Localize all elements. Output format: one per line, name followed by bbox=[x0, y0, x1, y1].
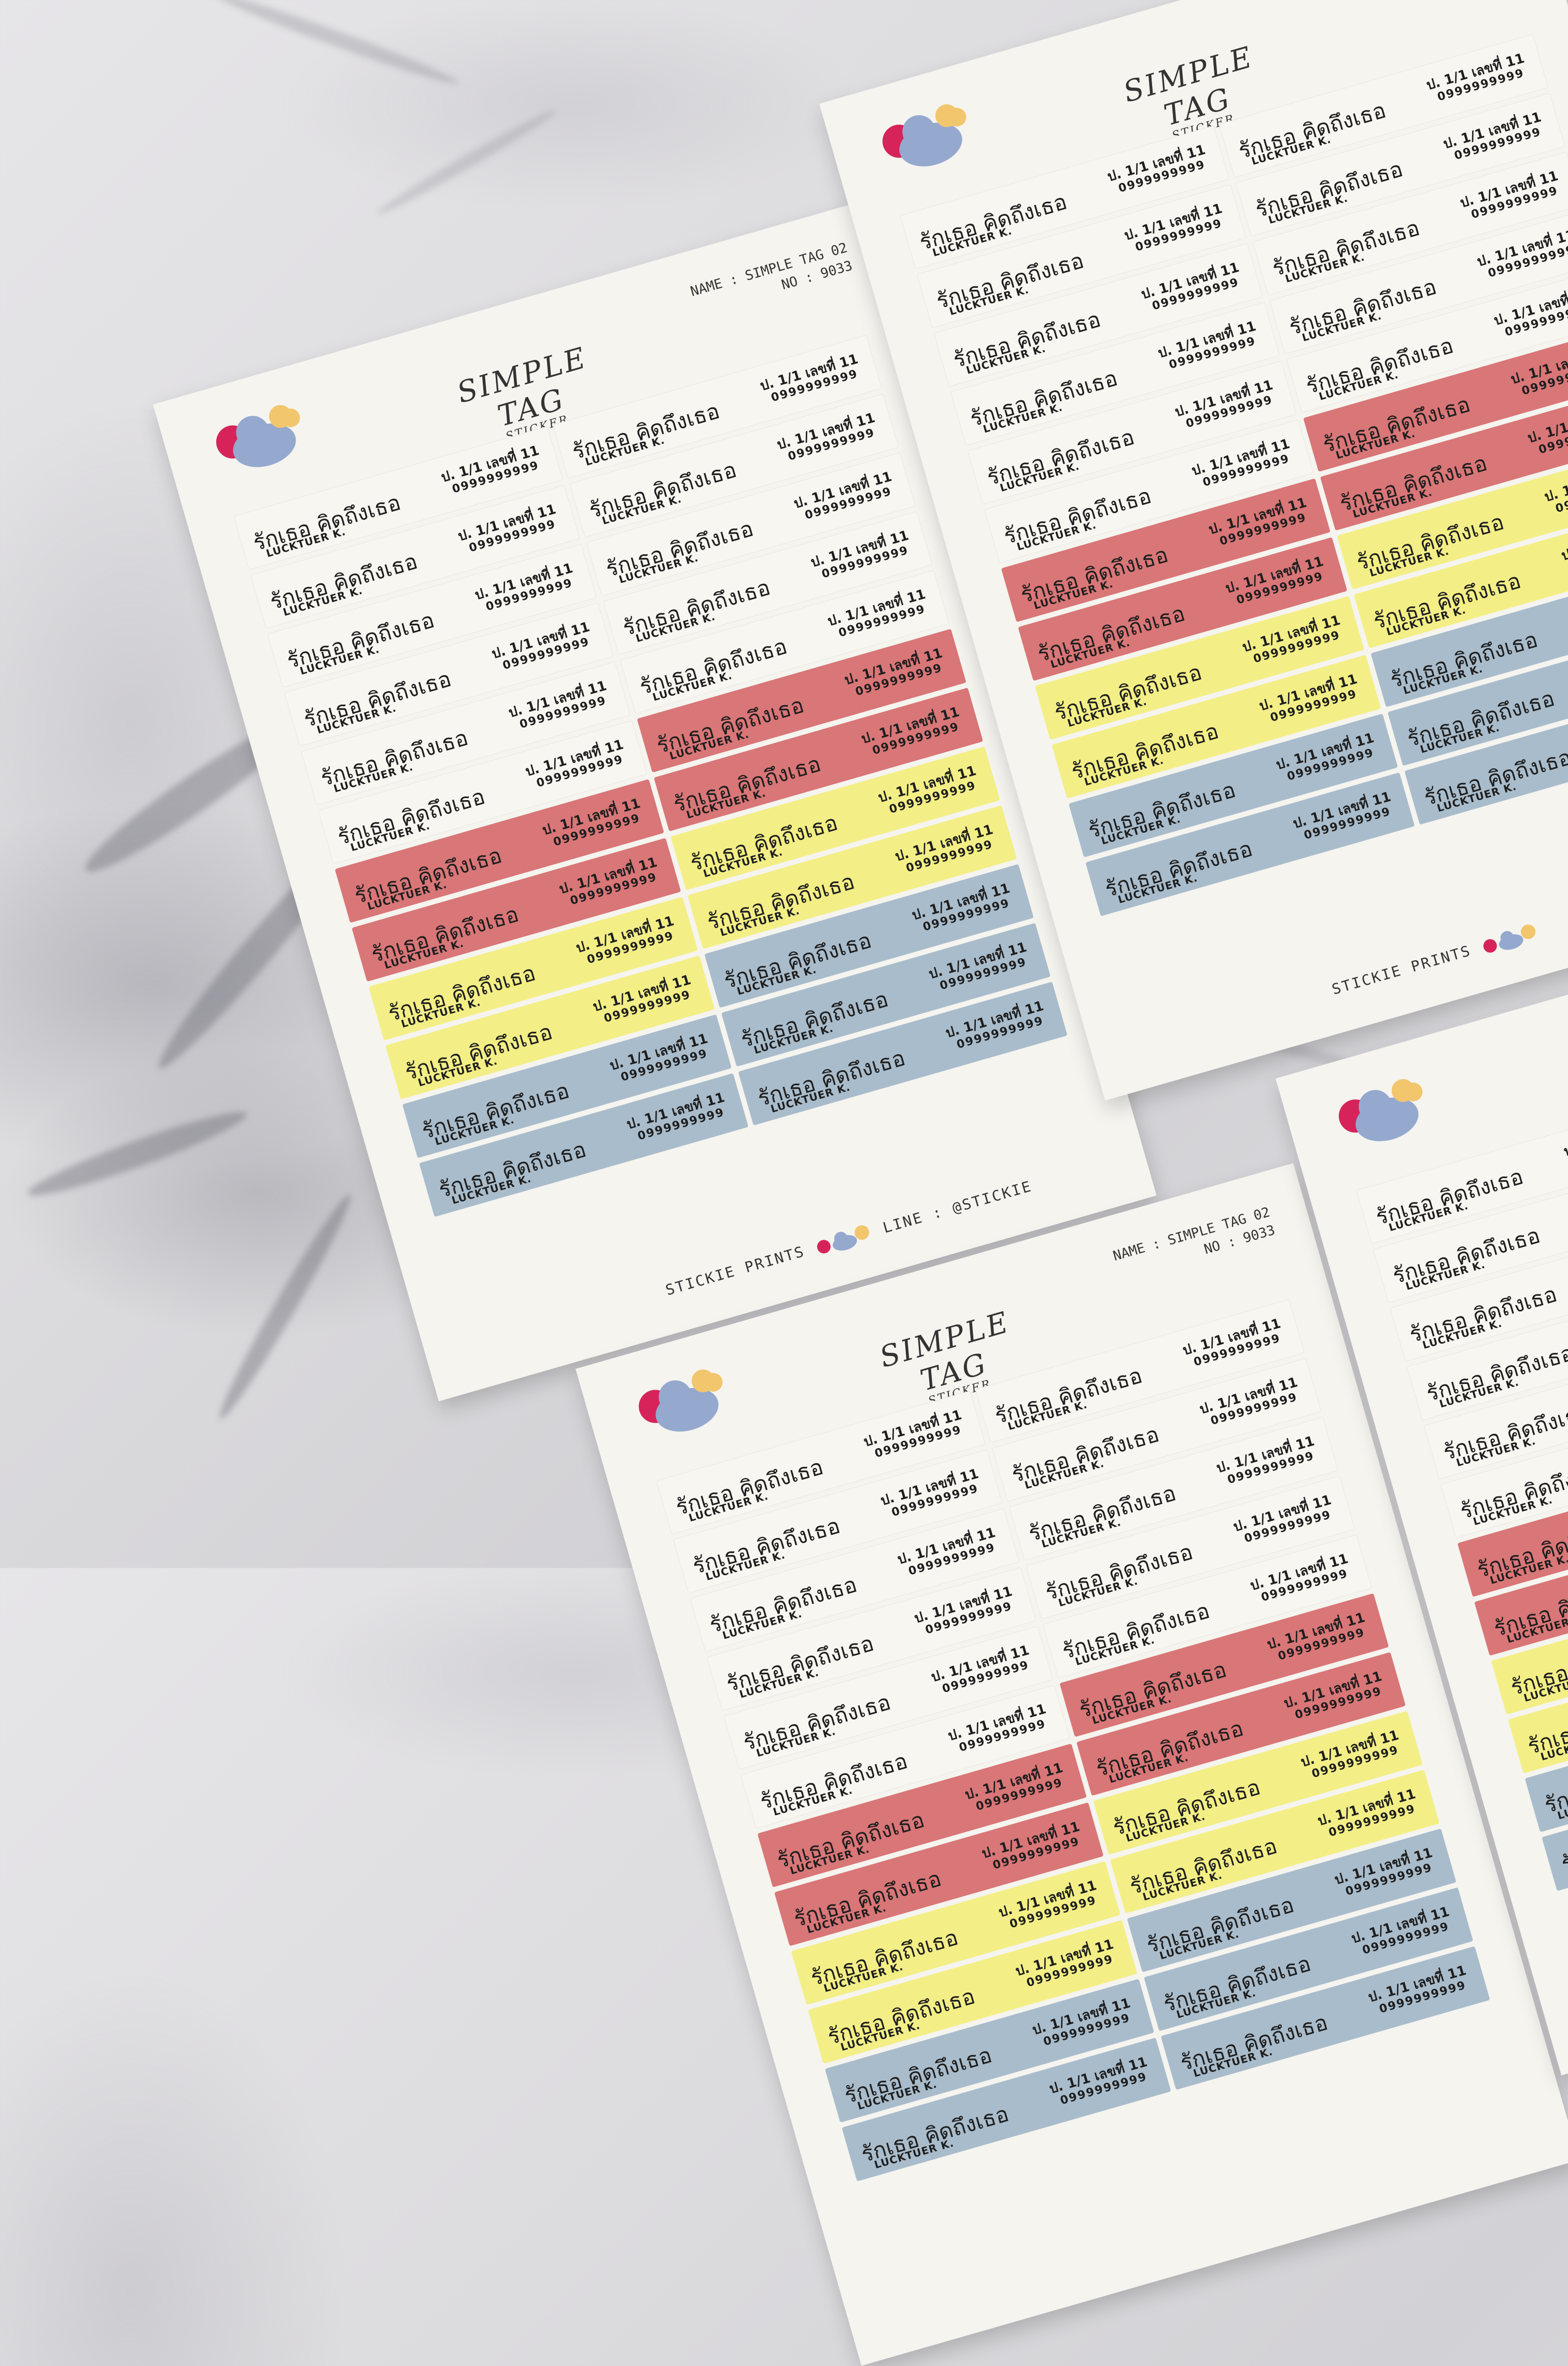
sticker-sheet-top-right: SIMPLE TAG STICKER รักเธอ คิดถึงเธอ LUCKT… bbox=[819, 0, 1568, 1101]
sheet-footer: STICKIE PRINTS bbox=[1328, 918, 1541, 1002]
brand-label: STICKIE PRINTS bbox=[1329, 942, 1474, 998]
sheet-meta: NAME : SIMPLE TAG 02 NO : 9033 bbox=[1111, 1203, 1278, 1284]
sheet-meta: NAME : SIMPLE TAG 02 NO : 9033 bbox=[689, 239, 855, 319]
cloud-logo-icon bbox=[638, 1369, 723, 1432]
footer-logo-icon bbox=[813, 1219, 875, 1259]
tag-class: ป. 1/1 เลขที่ 11 bbox=[1562, 1117, 1568, 1160]
brand-label: STICKIE PRINTS bbox=[663, 1242, 807, 1299]
footer-logo-icon bbox=[1479, 918, 1542, 959]
cloud-logo-icon bbox=[1338, 1079, 1423, 1141]
cloud-logo-icon bbox=[216, 405, 300, 467]
sheet-footer: STICKIE PRINTS LINE : @STICKIE bbox=[662, 1173, 1035, 1303]
sticker-sheet-main: SIMPLE TAG STICKER NAME : SIMPLE TAG 02 … bbox=[153, 199, 1157, 1402]
sticker-sheet-bottom: SIMPLE TAG STICKER NAME : SIMPLE TAG 02 … bbox=[576, 1163, 1568, 2366]
cloud-logo-icon bbox=[882, 104, 967, 166]
line-id-label: LINE : @STICKIE bbox=[880, 1177, 1034, 1237]
